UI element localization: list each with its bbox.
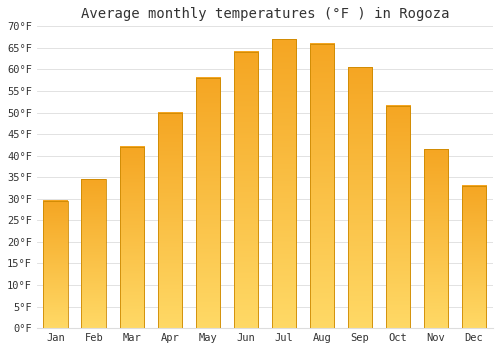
Bar xyxy=(424,149,448,328)
Bar xyxy=(234,52,258,328)
Bar xyxy=(348,67,372,328)
Bar xyxy=(272,39,296,328)
Bar xyxy=(310,43,334,328)
Bar xyxy=(462,186,486,328)
Bar xyxy=(386,106,410,328)
Bar xyxy=(82,180,106,328)
Bar xyxy=(196,78,220,328)
Bar xyxy=(158,113,182,328)
Bar xyxy=(44,201,68,328)
Title: Average monthly temperatures (°F ) in Rogoza: Average monthly temperatures (°F ) in Ro… xyxy=(80,7,449,21)
Bar xyxy=(120,147,144,328)
